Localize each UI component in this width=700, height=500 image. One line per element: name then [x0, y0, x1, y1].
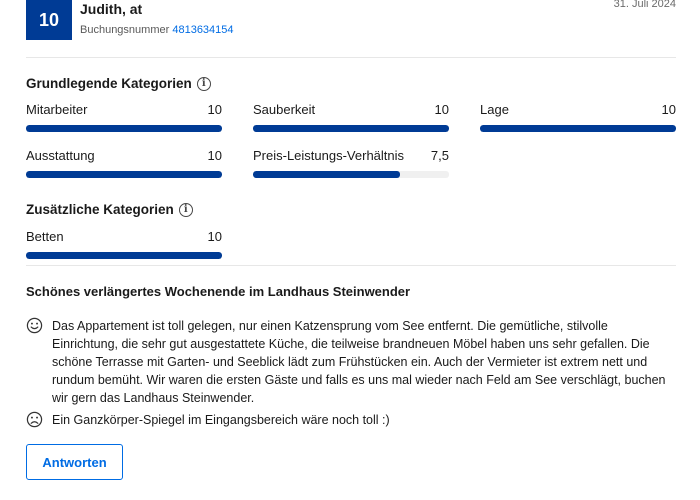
category-mitarbeiter: Mitarbeiter 10	[26, 102, 222, 132]
category-bar	[26, 125, 222, 132]
category-label: Betten	[26, 229, 64, 244]
category-bar-fill	[26, 252, 222, 259]
category-label: Ausstattung	[26, 148, 95, 163]
category-bar-fill	[26, 171, 222, 178]
category-sauberkeit: Sauberkeit 10	[253, 102, 449, 132]
category-bar-fill	[253, 171, 400, 178]
category-label: Sauberkeit	[253, 102, 316, 117]
booking-info: Buchungsnummer 4813634154	[80, 24, 234, 36]
additional-categories-title: Zusätzliche Kategorien	[26, 202, 174, 217]
review-date: 31. Juli 2024	[613, 0, 676, 10]
positive-review-text: Das Appartement ist toll gelegen, nur ei…	[52, 319, 666, 405]
category-betten: Betten 10	[26, 229, 222, 259]
reply-button[interactable]: Antworten	[26, 444, 123, 480]
category-bar	[26, 171, 222, 178]
category-value: 10	[661, 102, 676, 117]
category-preis-leistung: Preis-Leistungs-Verhältnis 7,5	[253, 148, 449, 178]
info-icon[interactable]: i	[178, 202, 193, 217]
category-label: Lage	[480, 102, 509, 117]
booking-number-link[interactable]: 4813634154	[172, 24, 234, 36]
smiley-sad-icon	[26, 411, 44, 433]
divider	[26, 57, 676, 58]
positive-review: Das Appartement ist toll gelegen, nur ei…	[26, 317, 676, 407]
category-value: 10	[207, 102, 222, 117]
category-bar-fill	[26, 125, 222, 132]
booking-label: Buchungsnummer	[80, 24, 170, 36]
divider	[26, 265, 676, 266]
category-bar	[26, 252, 222, 259]
category-label: Mitarbeiter	[26, 102, 88, 117]
category-bar-fill	[480, 125, 676, 132]
basic-categories-heading: Grundlegende Kategorien i	[26, 76, 211, 91]
additional-categories-heading: Zusätzliche Kategorien i	[26, 202, 193, 217]
negative-review-text: Ein Ganzkörper-Spiegel im Eingangsbereic…	[52, 413, 390, 427]
category-bar	[480, 125, 676, 132]
smiley-happy-icon	[26, 317, 44, 407]
category-value: 10	[434, 102, 449, 117]
score-badge: 10	[26, 0, 72, 40]
reviewer-name: Judith, at	[80, 1, 143, 17]
category-value: 10	[207, 229, 222, 244]
category-bar	[253, 171, 449, 178]
category-bar-fill	[253, 125, 449, 132]
category-bar	[253, 125, 449, 132]
basic-categories-title: Grundlegende Kategorien	[26, 76, 192, 91]
category-ausstattung: Ausstattung 10	[26, 148, 222, 178]
review-title: Schönes verlängertes Wochenende im Landh…	[26, 284, 411, 299]
category-value: 10	[207, 148, 222, 163]
negative-review: Ein Ganzkörper-Spiegel im Eingangsbereic…	[26, 411, 676, 433]
info-icon[interactable]: i	[196, 76, 211, 91]
category-value: 7,5	[430, 148, 449, 163]
category-label: Preis-Leistungs-Verhältnis	[253, 148, 405, 163]
category-lage: Lage 10	[480, 102, 676, 132]
